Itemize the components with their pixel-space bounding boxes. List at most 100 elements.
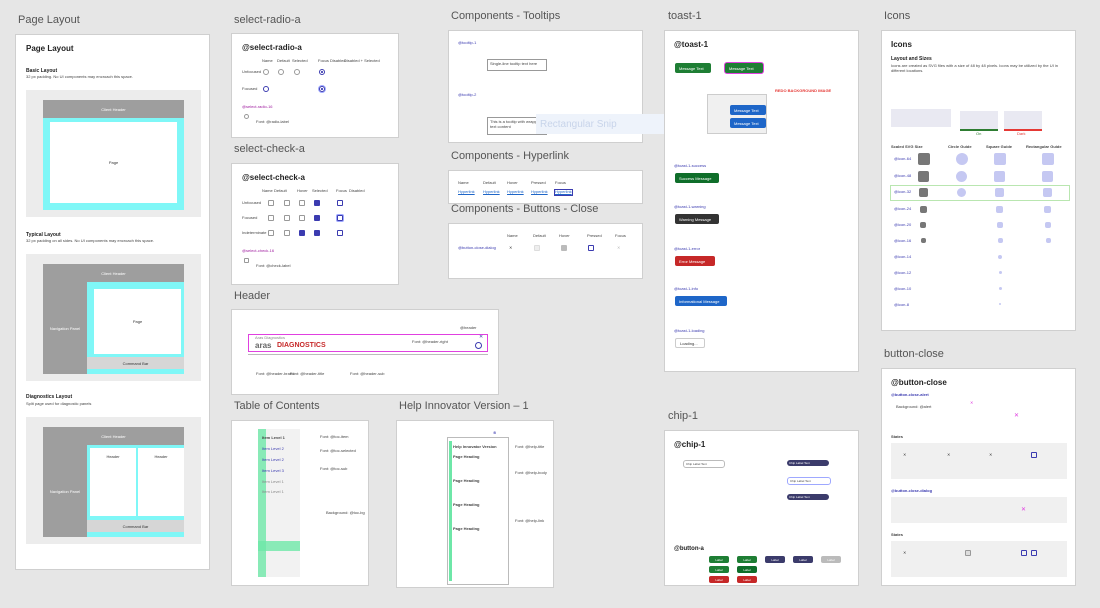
hyperlink-pressed[interactable]: Hyperlink bbox=[507, 189, 524, 194]
bcs2-hover[interactable] bbox=[965, 550, 971, 556]
chip-button-handle: @button-a bbox=[674, 546, 704, 552]
radio-pressed[interactable] bbox=[294, 69, 300, 75]
toast-info[interactable]: Informational Message bbox=[675, 296, 727, 306]
hyperlink-focus[interactable]: Hyperlink bbox=[554, 189, 573, 196]
toast-warning-handle: @toast-1-warning bbox=[674, 204, 706, 209]
bcs2-pressed[interactable] bbox=[1021, 550, 1027, 556]
button-disabled[interactable]: Label bbox=[821, 556, 841, 563]
icons-desc: Icons are created as SVG files with a si… bbox=[891, 63, 1058, 73]
close-hover-icon[interactable] bbox=[534, 245, 540, 251]
artboard-title-header[interactable]: Header bbox=[234, 290, 271, 302]
icon-16-square bbox=[998, 238, 1003, 243]
toc-item-1[interactable]: Item Level 1 bbox=[262, 435, 285, 440]
button-green-3[interactable]: Label bbox=[709, 566, 729, 573]
bcs1-focus[interactable] bbox=[1031, 452, 1037, 458]
toc-item-5[interactable]: Item Level 1 bbox=[262, 479, 284, 484]
toc-item-6[interactable]: Item Level 1 bbox=[262, 489, 284, 494]
radio-selected[interactable] bbox=[319, 69, 325, 75]
checkbox-pressed[interactable] bbox=[299, 200, 305, 206]
checkbox-focus[interactable] bbox=[337, 200, 343, 206]
button-green-4[interactable]: Label bbox=[737, 566, 757, 573]
header-close-icon[interactable]: ✕ bbox=[479, 334, 484, 340]
artboard-title-select-radio[interactable]: select-radio-a bbox=[234, 14, 301, 26]
page-layout-heading: Page Layout bbox=[26, 44, 74, 53]
artboard-title-chip[interactable]: chip-1 bbox=[668, 410, 698, 422]
toc-item-2[interactable]: Item Level 2 bbox=[262, 446, 284, 451]
basic-layout-title: Basic Layout bbox=[26, 68, 58, 74]
toast-error[interactable]: Error Message bbox=[675, 256, 715, 266]
bcs2-default[interactable]: ✕ bbox=[903, 550, 907, 555]
button-navy-1[interactable]: Label bbox=[765, 556, 785, 563]
hl-col-hover: Hover bbox=[507, 180, 518, 185]
toc-item-3[interactable]: Item Level 2 bbox=[262, 457, 284, 462]
checkbox-ind-pressed[interactable] bbox=[299, 230, 305, 236]
hl-col-focus: Focus bbox=[555, 180, 566, 185]
hyperlink-default[interactable]: Hyperlink bbox=[458, 189, 475, 194]
artboard-title-button-close[interactable]: button-close bbox=[884, 348, 944, 360]
checkbox-selected[interactable] bbox=[314, 200, 320, 206]
chip-focus[interactable]: Chip Label Text bbox=[787, 477, 831, 485]
bcs1-default[interactable]: ✕ bbox=[903, 452, 907, 457]
artboard-title-icons[interactable]: Icons bbox=[884, 10, 911, 22]
header-user-icon[interactable] bbox=[475, 342, 482, 349]
chip-selected-focus[interactable]: Chip Label Text bbox=[787, 494, 829, 500]
bcs2-focus[interactable] bbox=[1031, 550, 1037, 556]
radio-default[interactable] bbox=[263, 69, 269, 75]
artboard-title-select-check[interactable]: select-check-a bbox=[234, 143, 305, 155]
chip-selected[interactable]: Chip Label Text bbox=[787, 460, 829, 466]
radio-sample[interactable] bbox=[244, 114, 249, 119]
checkbox-default-f[interactable] bbox=[268, 215, 274, 221]
toast-message-2[interactable]: Message Text bbox=[725, 63, 763, 73]
bcd-preview[interactable]: ✕ bbox=[1021, 507, 1027, 513]
header-preview: Aras Diagnostics aras DIAGNOSTICS ✕ bbox=[248, 334, 488, 352]
artboard-title-tooltips[interactable]: Components - Tooltips bbox=[451, 10, 561, 22]
checkbox-selected-f[interactable] bbox=[314, 215, 320, 221]
help-close-icon[interactable]: ⊗ bbox=[493, 430, 497, 435]
toast-message-3[interactable]: Message Text bbox=[730, 105, 766, 115]
button-green-2[interactable]: Label bbox=[737, 556, 757, 563]
checkbox-ind-focus[interactable] bbox=[337, 230, 343, 236]
toast-success[interactable]: Success Message bbox=[675, 173, 719, 183]
toc-item-4[interactable]: Item Level 3 bbox=[262, 468, 284, 473]
artboard-title-page-layout[interactable]: Page Layout bbox=[18, 14, 80, 26]
toast-warning[interactable]: Warning Message bbox=[675, 214, 719, 224]
checkbox-ind-selected[interactable] bbox=[314, 230, 320, 236]
close-focus-icon[interactable] bbox=[588, 245, 594, 251]
icon-12-square bbox=[999, 271, 1002, 274]
bcs1-hover[interactable]: ✕ bbox=[947, 452, 951, 457]
button-red-2[interactable]: Label bbox=[737, 576, 757, 583]
artboard-title-toc[interactable]: Table of Contents bbox=[234, 400, 320, 412]
button-green-1[interactable]: Label bbox=[709, 556, 729, 563]
checkbox-sample[interactable] bbox=[244, 258, 249, 263]
toast-message-4[interactable]: Message Text bbox=[730, 118, 766, 128]
artboard-title-buttons-close[interactable]: Components - Buttons - Close bbox=[451, 203, 599, 215]
close-default-icon[interactable]: ✕ bbox=[509, 245, 513, 250]
checkbox-pressed-f[interactable] bbox=[299, 215, 305, 221]
hyperlink-hover[interactable]: Hyperlink bbox=[483, 189, 500, 194]
toast-loading[interactable]: Loading... bbox=[675, 338, 705, 348]
checkbox-hover[interactable] bbox=[284, 200, 290, 206]
radio-hover[interactable] bbox=[278, 69, 284, 75]
artboard-title-hyperlink[interactable]: Components - Hyperlink bbox=[451, 150, 569, 162]
chip-default[interactable]: Chip Label Text bbox=[683, 460, 725, 468]
artboard-title-help[interactable]: Help Innovator Version – 1 bbox=[399, 400, 529, 412]
checkbox-hover-f[interactable] bbox=[284, 215, 290, 221]
button-red-1[interactable]: Label bbox=[709, 576, 729, 583]
toast-message-1[interactable]: Message Text bbox=[675, 63, 711, 73]
bcs1-pressed[interactable]: ✕ bbox=[989, 452, 993, 457]
radio-focus-selected[interactable] bbox=[319, 86, 325, 92]
button-navy-2[interactable]: Label bbox=[793, 556, 813, 563]
radio-focus[interactable] bbox=[263, 86, 269, 92]
hyperlink-visited[interactable]: Hyperlink bbox=[531, 189, 548, 194]
bca-preview[interactable]: ✕ bbox=[1014, 413, 1020, 419]
checkbox-ind-hover[interactable] bbox=[284, 230, 290, 236]
checkbox-default[interactable] bbox=[268, 200, 274, 206]
checkbox-focus-f[interactable] bbox=[337, 215, 343, 221]
col-focus: Focus bbox=[336, 188, 347, 193]
checkbox-ind[interactable] bbox=[268, 230, 274, 236]
artboard-title-toast[interactable]: toast-1 bbox=[668, 10, 702, 22]
close-pressed-icon[interactable] bbox=[561, 245, 567, 251]
close-disabled-icon[interactable]: ✕ bbox=[617, 245, 621, 250]
bc-col-default: Default bbox=[533, 233, 546, 238]
diagnostics-layout-title: Diagnostics Layout bbox=[26, 394, 73, 400]
